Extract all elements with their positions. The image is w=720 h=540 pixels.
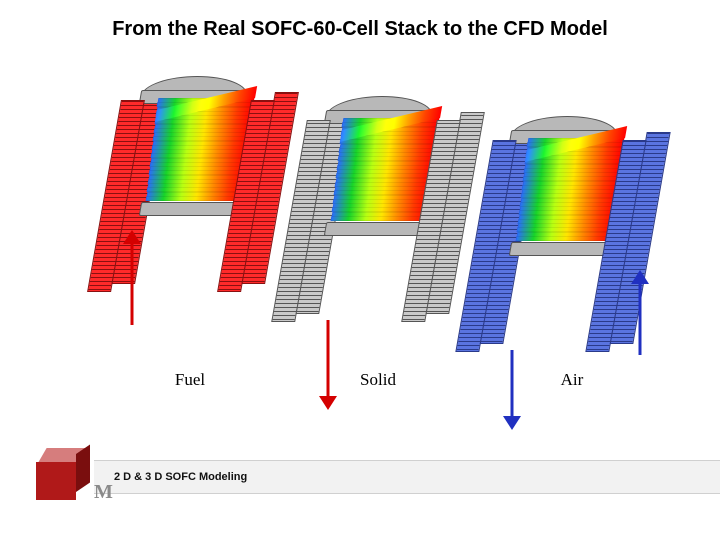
footer-text: 2 D & 3 D SOFC Modeling bbox=[114, 471, 247, 483]
page-title: From the Real SOFC-60-Cell Stack to the … bbox=[0, 18, 720, 41]
figure-area: Fuel Solid Air bbox=[60, 70, 660, 400]
stack-fuel bbox=[90, 70, 290, 330]
flow-arrow bbox=[122, 230, 142, 320]
stack-label-fuel: Fuel bbox=[160, 370, 220, 390]
stack-solid bbox=[275, 90, 475, 350]
slide: From the Real SOFC-60-Cell Stack to the … bbox=[0, 0, 720, 540]
stack-label-solid: Solid bbox=[348, 370, 408, 390]
footer-bar: 2 D & 3 D SOFC Modeling bbox=[94, 460, 720, 494]
flow-arrow bbox=[502, 350, 522, 430]
flow-arrow bbox=[318, 320, 338, 410]
logo-letter: M bbox=[94, 481, 113, 504]
stack-label-air: Air bbox=[542, 370, 602, 390]
logo-cube-icon bbox=[36, 448, 90, 502]
flow-arrow bbox=[630, 270, 650, 350]
